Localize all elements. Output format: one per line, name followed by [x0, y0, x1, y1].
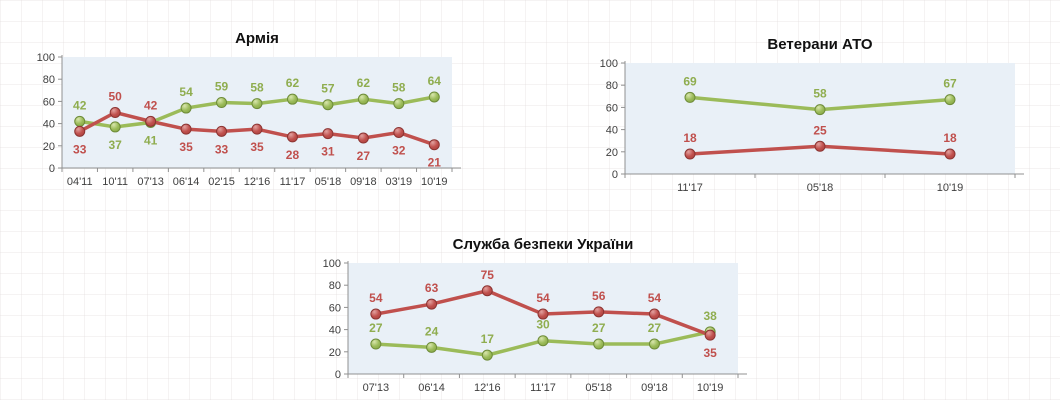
svg-text:80: 80	[606, 80, 618, 92]
chart-army-plot: 0 20 40 60 80 100 04'11 10'11 07'13 06'14 02'15 12'…	[37, 52, 461, 188]
svg-text:21: 21	[428, 156, 442, 170]
svg-text:0: 0	[49, 163, 55, 175]
svg-text:60: 60	[329, 302, 341, 314]
svg-text:37: 37	[109, 138, 123, 152]
svg-text:32: 32	[392, 143, 406, 157]
svg-text:03'19: 03'19	[386, 176, 413, 188]
svg-text:40: 40	[606, 125, 618, 137]
svg-text:35: 35	[250, 140, 264, 154]
svg-text:10'19: 10'19	[421, 176, 448, 188]
svg-text:06'14: 06'14	[173, 176, 200, 188]
svg-text:06'14: 06'14	[418, 382, 445, 394]
svg-text:41: 41	[144, 133, 158, 147]
svg-text:58: 58	[250, 81, 264, 95]
svg-text:07'13: 07'13	[363, 382, 390, 394]
svg-text:58: 58	[813, 87, 827, 101]
svg-text:28: 28	[286, 148, 300, 162]
svg-text:0: 0	[335, 369, 341, 381]
svg-text:57: 57	[321, 82, 335, 96]
svg-text:27: 27	[648, 321, 662, 335]
svg-text:10'19: 10'19	[697, 382, 724, 394]
svg-text:10'11: 10'11	[102, 176, 128, 188]
svg-text:69: 69	[683, 74, 697, 88]
svg-text:12'16: 12'16	[474, 382, 501, 394]
chart-army-title: Армія	[235, 30, 279, 47]
svg-text:40: 40	[329, 325, 341, 337]
svg-text:80: 80	[329, 280, 341, 292]
svg-text:62: 62	[286, 76, 300, 90]
svg-text:24: 24	[425, 324, 439, 338]
chart-ato-veterans-title: Ветерани АТО	[767, 36, 873, 53]
svg-text:10'19: 10'19	[937, 182, 964, 194]
svg-text:25: 25	[813, 123, 827, 137]
svg-text:05'18: 05'18	[315, 176, 342, 188]
svg-text:05'18: 05'18	[585, 382, 612, 394]
svg-text:56: 56	[592, 289, 606, 303]
svg-text:27: 27	[357, 149, 371, 163]
svg-text:33: 33	[73, 142, 87, 156]
svg-text:12'16: 12'16	[244, 176, 271, 188]
svg-text:20: 20	[606, 147, 618, 159]
svg-text:17: 17	[481, 332, 495, 346]
chart-security-service-title: Служба безпеки України	[452, 236, 634, 253]
svg-text:11'17: 11'17	[280, 176, 306, 188]
svg-text:31: 31	[321, 145, 335, 159]
svg-text:54: 54	[648, 291, 662, 305]
svg-text:11'17: 11'17	[530, 382, 556, 394]
svg-text:59: 59	[215, 80, 229, 94]
svg-text:0: 0	[612, 169, 618, 181]
svg-text:20: 20	[43, 141, 55, 153]
svg-text:100: 100	[323, 258, 341, 270]
svg-text:33: 33	[215, 142, 229, 156]
svg-text:54: 54	[369, 291, 383, 305]
svg-text:11'17: 11'17	[677, 182, 703, 194]
svg-text:42: 42	[73, 98, 87, 112]
svg-text:100: 100	[600, 58, 618, 70]
svg-text:40: 40	[43, 119, 55, 131]
svg-text:09'18: 09'18	[641, 382, 668, 394]
svg-text:100: 100	[37, 52, 55, 64]
svg-text:63: 63	[425, 281, 439, 295]
svg-text:35: 35	[703, 346, 717, 360]
svg-text:20: 20	[329, 347, 341, 359]
svg-text:64: 64	[428, 74, 442, 88]
svg-text:02'15: 02'15	[208, 176, 235, 188]
svg-text:54: 54	[536, 291, 550, 305]
svg-text:27: 27	[369, 321, 383, 335]
svg-text:27: 27	[592, 321, 606, 335]
svg-text:38: 38	[703, 309, 717, 323]
svg-text:35: 35	[179, 140, 193, 154]
svg-text:09'18: 09'18	[350, 176, 377, 188]
svg-text:80: 80	[43, 74, 55, 86]
svg-text:04'11: 04'11	[67, 176, 93, 188]
chart-ato-veterans-plot: 0 20 40 60 80 100 11'17 05'18 10'19 69 58 67 18 25 18	[600, 58, 1024, 194]
svg-text:42: 42	[144, 98, 158, 112]
svg-text:60: 60	[606, 102, 618, 114]
svg-text:18: 18	[683, 131, 697, 145]
svg-text:30: 30	[536, 318, 550, 332]
svg-text:05'18: 05'18	[807, 182, 834, 194]
chart-security-service: Служба безпеки України 0 20 40 60 80 100 07'13…	[312, 234, 750, 400]
svg-text:50: 50	[109, 90, 123, 104]
svg-text:18: 18	[943, 131, 957, 145]
svg-text:67: 67	[943, 77, 957, 91]
chart-ato-veterans: Ветерани АТО 0 20 40 60 80 100 11'17 05'18 10'19…	[589, 34, 1027, 200]
chart-army: Армія 0 20 40 60 80 100 04'11 10'11 07'13 06'14 02…	[26, 28, 464, 194]
chart-security-service-plot: 0 20 40 60 80 100 07'13 06'14 12'16 11'17 05'18 09'…	[323, 258, 747, 394]
svg-text:62: 62	[357, 76, 371, 90]
svg-text:54: 54	[179, 85, 193, 99]
svg-text:75: 75	[481, 268, 495, 282]
svg-text:60: 60	[43, 96, 55, 108]
svg-text:58: 58	[392, 81, 406, 95]
svg-text:07'13: 07'13	[137, 176, 164, 188]
